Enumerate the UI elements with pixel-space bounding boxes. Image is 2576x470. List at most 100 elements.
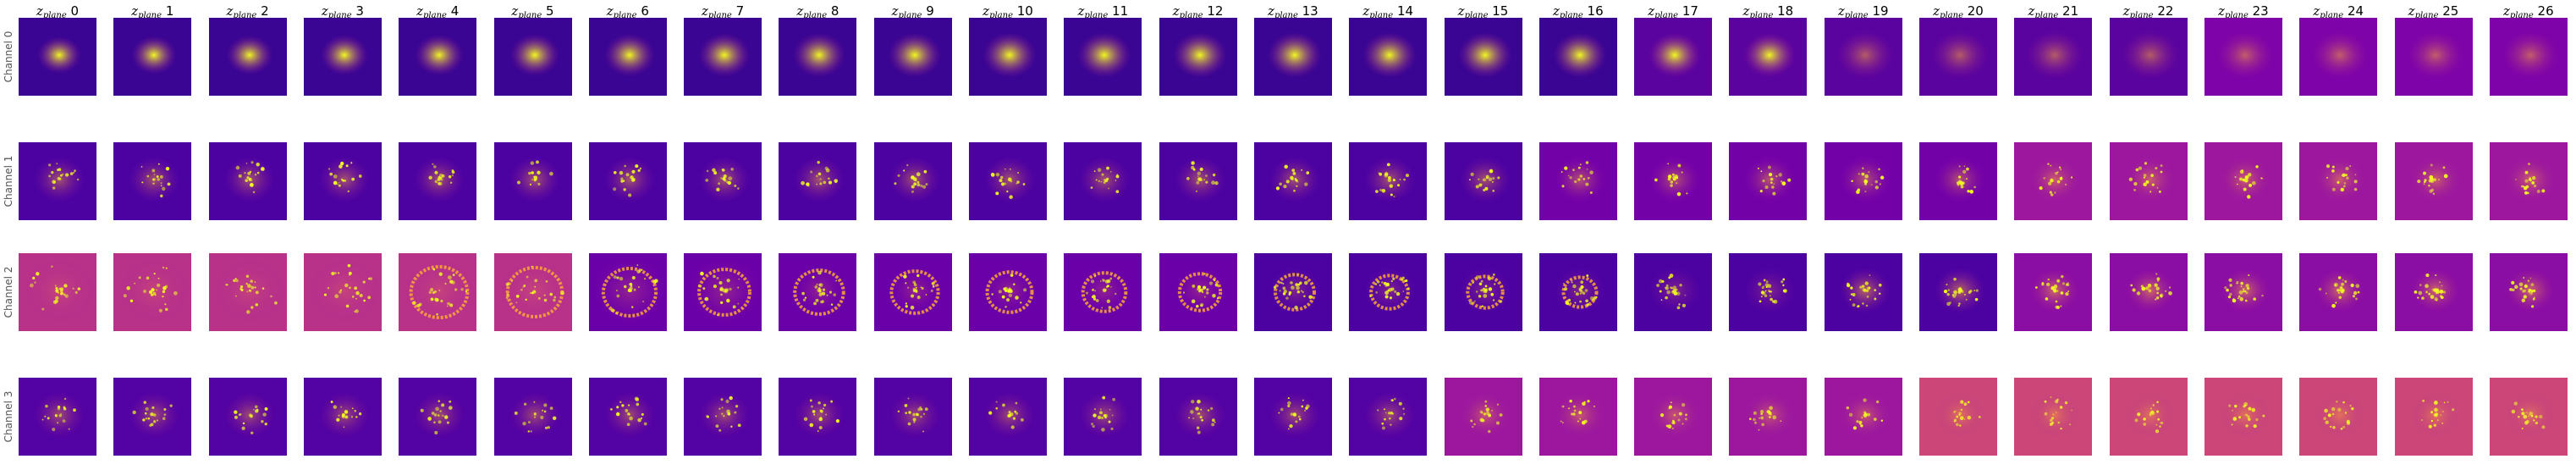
- image-channel3-z2: [208, 378, 287, 456]
- column-title-subscript: plane: [898, 11, 922, 20]
- fluorescence-image: [873, 253, 952, 331]
- image-channel0-z1: [113, 18, 192, 96]
- fluorescence-image: [1634, 142, 1713, 220]
- image-channel3-z7: [684, 378, 762, 456]
- image-channel3-z4: [399, 378, 477, 456]
- image-channel3-z17: [1634, 378, 1713, 456]
- column-title-subscript: plane: [1559, 11, 1583, 20]
- image-channel1-z16: [1538, 142, 1617, 220]
- column-title-index: 9: [922, 3, 934, 19]
- fluorescence-image: [1634, 253, 1713, 331]
- column-title-prefix: z: [2408, 3, 2415, 19]
- image-channel1-z6: [588, 142, 667, 220]
- column-title-index: 2: [256, 3, 269, 19]
- image-channel3-z23: [2204, 378, 2282, 456]
- column-title-subscript: plane: [423, 11, 447, 20]
- image-channel2-z17: [1634, 253, 1713, 331]
- column-title-z24: zplane 24: [2299, 3, 2377, 20]
- image-channel3-z1: [113, 378, 192, 456]
- fluorescence-image: [399, 18, 477, 96]
- column-title-z10: zplane 10: [969, 3, 1047, 20]
- image-channel3-z20: [1919, 378, 1997, 456]
- image-channel0-z19: [1824, 18, 1902, 96]
- column-title-subscript: plane: [1464, 11, 1489, 20]
- column-title-index: 11: [1108, 3, 1129, 19]
- column-title-z7: zplane 7: [684, 3, 762, 20]
- column-title-subscript: plane: [989, 11, 1013, 20]
- fluorescence-image: [1538, 142, 1617, 220]
- image-channel0-z11: [1064, 18, 1142, 96]
- fluorescence-image: [779, 378, 857, 456]
- column-title-prefix: z: [511, 3, 519, 19]
- column-title-index: 6: [636, 3, 649, 19]
- column-title-index: 22: [2153, 3, 2174, 19]
- image-channel1-z21: [2014, 142, 2093, 220]
- fluorescence-image: [2489, 18, 2568, 96]
- image-channel0-z18: [1729, 18, 1808, 96]
- fluorescence-image: [1919, 18, 1997, 96]
- column-title-prefix: z: [1742, 3, 1750, 19]
- image-channel2-z24: [2299, 253, 2378, 331]
- column-title-index: 21: [2058, 3, 2079, 19]
- fluorescence-image: [2299, 378, 2378, 456]
- column-title-index: 24: [2343, 3, 2364, 19]
- fluorescence-image: [1349, 18, 1428, 96]
- column-title-index: 14: [1393, 3, 1414, 19]
- image-channel1-z17: [1634, 142, 1713, 220]
- image-channel0-z12: [1159, 18, 1237, 96]
- fluorescence-image: [1159, 142, 1237, 220]
- image-channel1-z9: [873, 142, 952, 220]
- column-title-subscript: plane: [1844, 11, 1869, 20]
- fluorescence-image: [1349, 253, 1428, 331]
- column-title-z18: zplane 18: [1729, 3, 1807, 20]
- image-channel2-z12: [1159, 253, 1237, 331]
- image-channel2-z18: [1729, 253, 1808, 331]
- column-title-subscript: plane: [138, 11, 162, 20]
- column-title-z3: zplane 3: [304, 3, 382, 20]
- fluorescence-image: [1064, 142, 1142, 220]
- column-title-index: 15: [1488, 3, 1509, 19]
- column-title-prefix: z: [2502, 3, 2510, 19]
- image-channel1-z11: [1064, 142, 1142, 220]
- fluorescence-image: [493, 142, 572, 220]
- fluorescence-image: [779, 18, 857, 96]
- image-channel3-z18: [1729, 378, 1808, 456]
- fluorescence-image: [1253, 378, 1332, 456]
- image-channel0-z14: [1349, 18, 1428, 96]
- fluorescence-image: [779, 253, 857, 331]
- fluorescence-image: [2014, 253, 2093, 331]
- image-channel3-z19: [1824, 378, 1902, 456]
- column-title-index: 23: [2248, 3, 2269, 19]
- fluorescence-image: [1824, 378, 1902, 456]
- column-title-prefix: z: [2028, 3, 2035, 19]
- image-channel2-z5: [493, 253, 572, 331]
- column-title-index: 20: [1962, 3, 1984, 19]
- fluorescence-image: [1634, 378, 1713, 456]
- image-channel2-z20: [1919, 253, 1997, 331]
- image-channel1-z5: [493, 142, 572, 220]
- image-channel0-z13: [1253, 18, 1332, 96]
- image-channel0-z9: [873, 18, 952, 96]
- fluorescence-image: [208, 378, 287, 456]
- fluorescence-image: [2204, 142, 2282, 220]
- image-channel1-z14: [1349, 142, 1428, 220]
- fluorescence-image: [588, 378, 667, 456]
- fluorescence-image: [1919, 253, 1997, 331]
- column-title-subscript: plane: [2224, 11, 2248, 20]
- image-channel2-z2: [208, 253, 287, 331]
- image-channel3-z21: [2014, 378, 2093, 456]
- column-title-prefix: z: [1648, 3, 1655, 19]
- fluorescence-image: [969, 378, 1047, 456]
- column-title-subscript: plane: [613, 11, 637, 20]
- image-channel2-z9: [873, 253, 952, 331]
- column-title-prefix: z: [1362, 3, 1370, 19]
- fluorescence-image: [969, 253, 1047, 331]
- column-title-subscript: plane: [1084, 11, 1109, 20]
- column-title-z4: zplane 4: [399, 3, 476, 20]
- fluorescence-image: [1824, 18, 1902, 96]
- fluorescence-image: [2204, 378, 2282, 456]
- image-channel3-z8: [779, 378, 857, 456]
- image-channel1-z12: [1159, 142, 1237, 220]
- fluorescence-image: [2394, 142, 2473, 220]
- fluorescence-image: [493, 253, 572, 331]
